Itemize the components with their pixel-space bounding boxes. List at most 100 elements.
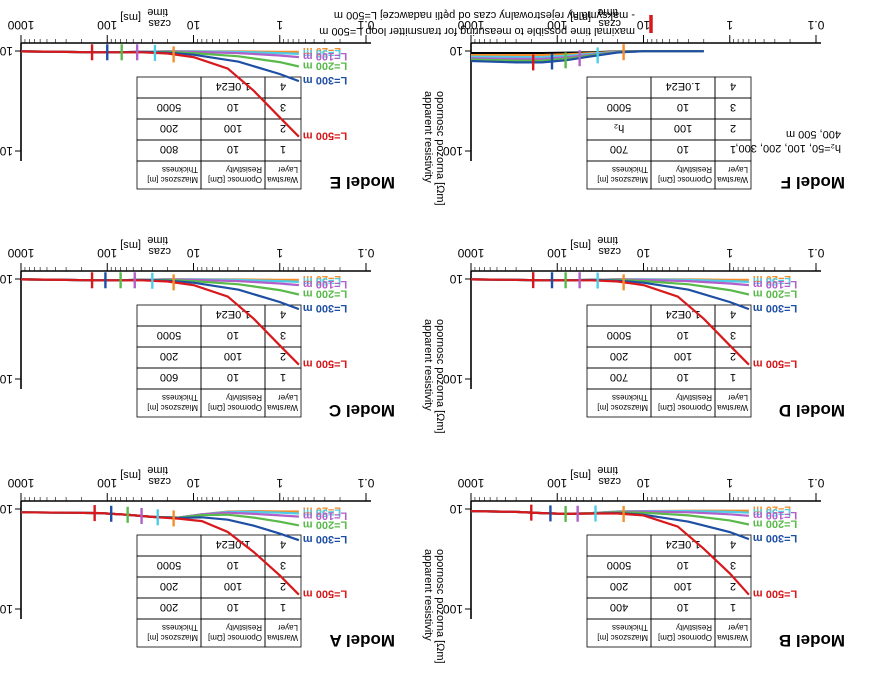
series-label: L=500 m bbox=[753, 358, 798, 370]
table-cell-value: 1 bbox=[280, 371, 286, 383]
x-axis-label-en: time bbox=[147, 234, 168, 246]
series-label: L=50 m bbox=[753, 506, 791, 518]
y-axis-label: opornosc pozorna [Ωm] bbox=[434, 549, 446, 664]
table-cell-value: 5000 bbox=[157, 101, 181, 113]
y-tick-label: 100 bbox=[443, 602, 463, 616]
table-cell-value: 200 bbox=[160, 350, 178, 362]
h2-annotation-cont: 400, 500 m bbox=[786, 128, 841, 140]
table-cell-value: 5000 bbox=[157, 559, 181, 571]
table-header-subtext: Layer bbox=[728, 623, 748, 632]
y-axis-label: opornosc pozorna [Ωm] bbox=[434, 91, 446, 206]
table-cell-value: 1.0E24 bbox=[666, 308, 701, 320]
y-tick-label: 10 bbox=[0, 502, 13, 516]
series-label: L=300 m bbox=[753, 532, 798, 544]
table-cell-value: 700 bbox=[610, 371, 628, 383]
x-tick-label: 1 bbox=[276, 246, 283, 260]
x-tick-label: 1 bbox=[726, 246, 733, 260]
table-header-text: Warstwa bbox=[267, 403, 298, 412]
x-tick-label: 10 bbox=[637, 476, 651, 490]
table-cell-value: 10 bbox=[677, 101, 689, 113]
x-tick-label: 10 bbox=[637, 18, 651, 32]
table-header-subtext: Resistivity bbox=[226, 165, 262, 174]
table-cell-value: 100 bbox=[224, 122, 242, 134]
table-cell-value: 4 bbox=[280, 80, 286, 92]
series-label: L=50 m bbox=[753, 275, 791, 287]
y-axis-label: opornosc pozorna [Ωm] bbox=[434, 319, 446, 434]
table-cell-value: 100 bbox=[674, 350, 692, 362]
table-cell-value: 5000 bbox=[607, 101, 631, 113]
table-cell-value: 1.0E24 bbox=[216, 538, 251, 550]
x-tick-label: 0.1 bbox=[807, 246, 824, 260]
table-cell bbox=[136, 534, 202, 557]
table-header-text: Opornosc [Ωm] bbox=[208, 175, 262, 184]
x-axis-label-pl: czas bbox=[148, 475, 171, 487]
x-axis-label-en: time bbox=[147, 6, 168, 18]
table-header-subtext: Thickness bbox=[612, 165, 648, 174]
table-cell-value: 10 bbox=[677, 601, 689, 613]
table-header-subtext: Thickness bbox=[162, 623, 198, 632]
table-cell-value: 1 bbox=[730, 371, 736, 383]
x-axis-unit: [ms] bbox=[120, 469, 141, 481]
x-axis-label-en: time bbox=[597, 6, 618, 18]
table-header-subtext: Thickness bbox=[612, 623, 648, 632]
series-line bbox=[20, 50, 300, 138]
y-tick-label: 100 bbox=[0, 144, 13, 158]
table-cell-value: 1 bbox=[280, 143, 286, 155]
x-tick-label: 0.1 bbox=[357, 246, 374, 260]
y-tick-label: 100 bbox=[0, 602, 13, 616]
series-label: L=200 m bbox=[303, 60, 348, 72]
table-cell-value: 100 bbox=[674, 580, 692, 592]
x-axis-label-pl: czas bbox=[148, 17, 171, 29]
table-cell-value: 600 bbox=[160, 371, 178, 383]
series-label: L=300 m bbox=[303, 533, 348, 545]
series-label: L=500 m bbox=[303, 358, 348, 370]
h2-annotation: h₂=50, 100, 200, 300, bbox=[736, 142, 842, 154]
series-label: L=50 m bbox=[303, 275, 341, 287]
table-cell-value: 4 bbox=[730, 538, 736, 550]
x-axis-unit: [ms] bbox=[120, 11, 141, 23]
x-tick-label: 10 bbox=[187, 18, 201, 32]
table-cell-value: 5000 bbox=[157, 329, 181, 341]
x-tick-label: 100 bbox=[547, 476, 567, 490]
x-tick-label: 100 bbox=[97, 246, 117, 260]
legend-line-en: maximal time possible to measuring for t… bbox=[319, 25, 635, 37]
legend: maximal time possible to measuring for t… bbox=[319, 9, 653, 37]
x-tick-label: 1000 bbox=[457, 18, 484, 32]
table-header-subtext: Layer bbox=[728, 393, 748, 402]
y-tick-label: 100 bbox=[443, 144, 463, 158]
table-cell-value: 3 bbox=[730, 329, 736, 341]
table-cell-value: 3 bbox=[280, 559, 286, 571]
x-axis-unit: [ms] bbox=[120, 239, 141, 251]
table-cell-value: 2 bbox=[280, 580, 286, 592]
series-label: L=20 m bbox=[303, 45, 341, 57]
series-label: L=200 m bbox=[753, 518, 798, 530]
table-cell-value: 400 bbox=[610, 601, 628, 613]
table-header-text: Warstwa bbox=[717, 403, 748, 412]
series-label: L=20 m bbox=[303, 505, 341, 517]
table-cell bbox=[586, 76, 652, 99]
table-cell-value: 1 bbox=[280, 601, 286, 613]
x-tick-label: 100 bbox=[97, 18, 117, 32]
x-axis-unit: [ms] bbox=[570, 469, 591, 481]
table-header-text: Opornosc [Ωm] bbox=[658, 403, 712, 412]
table-cell-value: 1.0E24 bbox=[216, 308, 251, 320]
table-header-subtext: Resistivity bbox=[226, 393, 262, 402]
model-title: Model D bbox=[779, 401, 845, 420]
table-cell-value: 2 bbox=[730, 580, 736, 592]
series-label: L=500 m bbox=[753, 588, 798, 600]
table-cell-value: 1 bbox=[730, 143, 736, 155]
table-cell-value: 200 bbox=[160, 580, 178, 592]
table-header-subtext: Layer bbox=[278, 623, 298, 632]
table-cell-value: 10 bbox=[677, 329, 689, 341]
table-cell-value: 10 bbox=[227, 371, 239, 383]
x-axis-unit: [ms] bbox=[570, 11, 591, 23]
x-tick-label: 1 bbox=[726, 18, 733, 32]
table-cell-value: 3 bbox=[730, 101, 736, 113]
model-title: Model E bbox=[330, 173, 395, 192]
table-cell-value: 2 bbox=[280, 350, 286, 362]
table-header-text: Miazszosc [m] bbox=[147, 403, 198, 412]
table-cell-value: 100 bbox=[224, 350, 242, 362]
table-header-subtext: Layer bbox=[278, 165, 298, 174]
